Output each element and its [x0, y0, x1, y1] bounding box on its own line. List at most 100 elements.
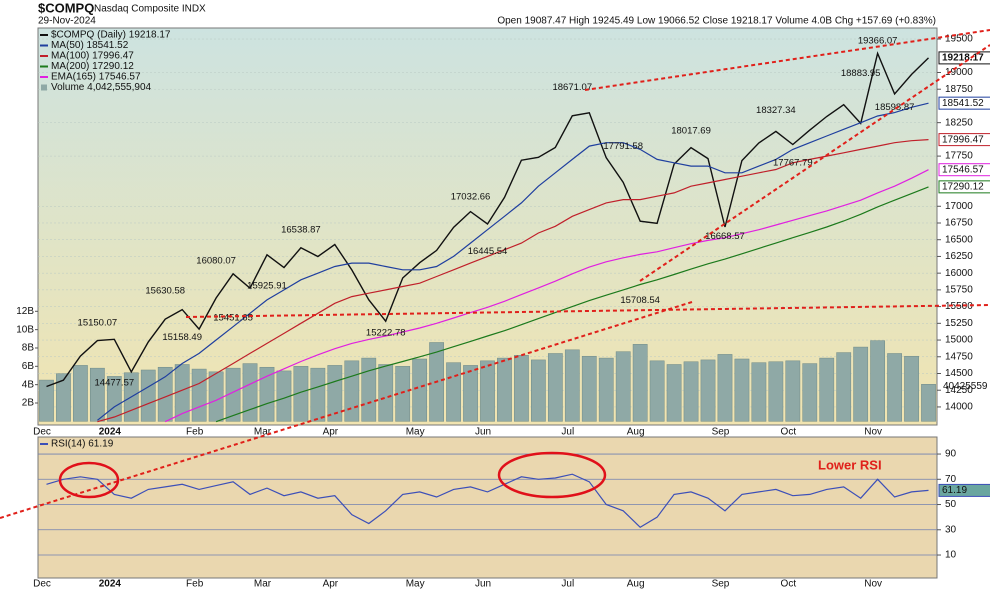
volume-bar	[191, 368, 207, 422]
price-line	[215, 186, 929, 423]
value-box-label: 61.19	[942, 485, 967, 496]
volume-bar	[293, 366, 309, 422]
quote: Open 19087.47 High 19245.49 Low 19066.52…	[497, 16, 936, 27]
price-annotation: 16080.07	[196, 255, 236, 266]
value-box-label: 18541.52	[942, 98, 984, 109]
y-tick-label: 15500	[945, 301, 973, 312]
volume-bar	[310, 367, 326, 422]
x-tick-label: Oct	[781, 579, 797, 590]
volume-bar	[361, 357, 377, 422]
price-annotation: 18598.87	[875, 102, 915, 113]
x-tick-label: Mar	[254, 427, 272, 438]
price-line	[46, 51, 929, 388]
price-annotation: 15158.49	[162, 332, 202, 343]
legend-label: $COMPQ (Daily) 19218.17	[51, 30, 171, 41]
volume-bar	[242, 363, 258, 422]
volume-bar	[853, 346, 869, 422]
price-annotation: 17767.79	[773, 157, 813, 168]
volume-bar	[259, 366, 275, 422]
volume-bar	[531, 359, 546, 422]
y2-tick-label: 2B	[22, 398, 35, 409]
price-annotation: 16538.87	[281, 225, 321, 236]
price-annotation: 15708.54	[620, 295, 660, 306]
volume-bar	[870, 340, 886, 422]
rsi-panel	[37, 436, 938, 579]
y2-tick-label: 10B	[16, 324, 34, 335]
volume-bar	[649, 360, 665, 422]
long-trendline	[0, 301, 693, 519]
legend-label: EMA(165) 17546.57	[51, 72, 141, 83]
value-box-label: 17290.12	[942, 181, 984, 192]
volume-bar	[717, 354, 733, 422]
volume-bar	[700, 359, 716, 422]
x-tick-label: Dec	[33, 427, 51, 438]
y-tick-label: 90	[945, 449, 957, 460]
price-annotation: 18671.07	[552, 82, 592, 93]
y-tick-label: 17000	[945, 201, 973, 212]
value-box	[938, 180, 990, 194]
volume-bar	[632, 344, 648, 422]
y-tick-label: 14250	[945, 385, 973, 396]
volume-bar	[751, 362, 767, 422]
x-tick-label: May	[406, 427, 425, 438]
y-tick-label: 14500	[945, 368, 973, 379]
volume-bar	[446, 362, 461, 422]
legend-swatch	[41, 84, 47, 91]
y-tick-label: 16500	[945, 234, 973, 245]
rsi-highlight	[497, 451, 607, 499]
volume-bar	[378, 364, 394, 422]
trendlines	[0, 29, 990, 519]
value-box	[938, 133, 990, 147]
volume-bar	[615, 351, 631, 422]
price-line	[97, 102, 929, 421]
price-line	[97, 139, 929, 423]
volume-bar	[819, 357, 835, 422]
volume-bar	[327, 365, 343, 422]
price-annotation: 19366.07	[858, 36, 898, 47]
value-box-label: 17546.57	[942, 164, 984, 175]
price-annotation: 16445.54	[468, 246, 508, 257]
volume-bar	[598, 357, 614, 422]
rsi-highlight	[58, 461, 120, 499]
volume-bar	[734, 358, 750, 422]
x-tick-label: May	[406, 579, 425, 590]
price-annotation: 15925.91	[247, 281, 287, 292]
x-tick-label: 2024	[99, 427, 122, 438]
index-name: Nasdaq Composite INDX	[94, 4, 206, 15]
y-tick-label: 15750	[945, 285, 973, 296]
volume-bar	[39, 379, 54, 422]
x-tick-label: Sep	[712, 579, 730, 590]
x-tick-label: Nov	[864, 579, 882, 590]
volume-bar	[225, 367, 241, 422]
rsi-line	[46, 473, 929, 529]
volume-bar	[174, 364, 190, 422]
x-tick-label: Apr	[323, 427, 339, 438]
volume-bar	[480, 360, 495, 422]
x-tick-label: 2024	[99, 579, 122, 590]
x-tick-label: Jun	[475, 579, 491, 590]
value-box-label: 19218.17	[942, 53, 984, 64]
volume-bar	[887, 353, 902, 422]
x-tick-label: Mar	[254, 579, 272, 590]
x-tick-label: Oct	[781, 427, 797, 438]
price-annotation: 14477.57	[95, 378, 135, 389]
main-panel	[37, 27, 938, 426]
volume-bar	[802, 363, 818, 422]
price-annotation: 18883.95	[841, 68, 881, 79]
y-tick-label: 16250	[945, 251, 973, 262]
value-box	[938, 483, 990, 497]
legend-label: RSI(14) 61.19	[51, 439, 114, 450]
volume-bar	[666, 364, 682, 422]
rsi-annotation: Lower RSI	[818, 457, 882, 472]
y-tick-label: 70	[945, 474, 957, 485]
y-tick-label: 17750	[945, 151, 973, 162]
y-tick-label: 16000	[945, 268, 973, 279]
y-tick-label: 14000	[945, 402, 973, 413]
y2-tick-label: 6B	[22, 361, 35, 372]
price-annotation: 17791.58	[603, 141, 643, 152]
volume-bar	[921, 384, 936, 422]
price-annotation: 18017.69	[671, 126, 711, 137]
y-tick-label: 19500	[945, 34, 973, 45]
y2-tick-label: 8B	[22, 343, 35, 354]
y-tick-label: 18750	[945, 84, 973, 95]
